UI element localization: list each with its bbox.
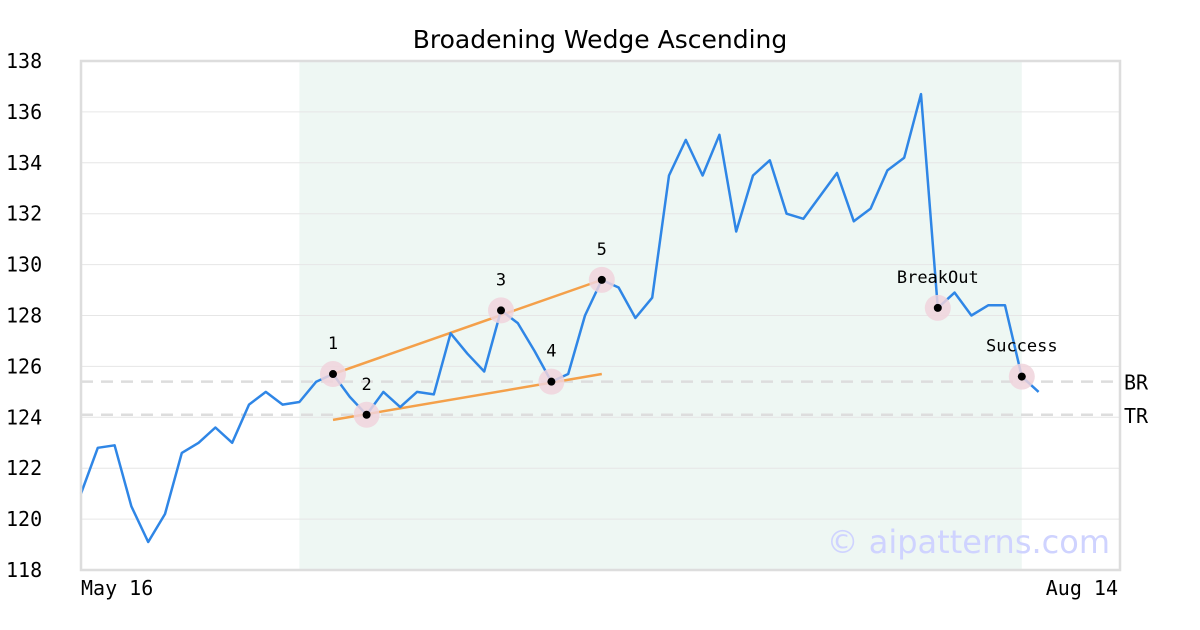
chart-title: Broadening Wedge Ascending: [413, 25, 788, 54]
y-tick-label: 138: [6, 49, 42, 73]
reference-label-br: BR: [1124, 371, 1149, 395]
reference-label-tr: TR: [1124, 404, 1149, 428]
y-tick-label: 126: [6, 354, 42, 378]
marker-dot-success: [1017, 372, 1026, 381]
marker-dot-3: [497, 306, 505, 315]
trendline-upper: [332, 278, 603, 376]
y-tick-label: 120: [6, 507, 42, 531]
marker-label-success: Success: [986, 337, 1058, 357]
watermark: © aipatterns.com: [827, 523, 1110, 561]
y-tick-label: 136: [6, 100, 42, 124]
y-tick-label: 132: [6, 202, 42, 226]
marker-label-1: 1: [328, 334, 338, 354]
marker-dot-4: [547, 377, 556, 386]
marker-dot-5: [597, 275, 606, 284]
x-tick-label-start: May 16: [81, 576, 153, 600]
y-tick-label: 130: [6, 253, 42, 277]
marker-dot-1: [329, 370, 337, 379]
y-tick-label: 118: [6, 558, 42, 582]
pattern-markers: 1 2 3 4 5 BreakOut Success: [320, 240, 1058, 428]
y-tick-label: 134: [6, 151, 42, 175]
marker-label-2: 2: [361, 375, 371, 395]
x-tick-label-end: Aug 14: [1046, 576, 1118, 600]
y-tick-label: 124: [6, 405, 42, 429]
y-tick-label: 122: [6, 456, 42, 480]
marker-label-3: 3: [496, 270, 506, 290]
y-axis-ticks: 118 120 122 124 126 128 130 132 134 136 138: [6, 49, 42, 582]
marker-dot-breakout: [933, 303, 942, 312]
marker-label-breakout: BreakOut: [897, 268, 979, 288]
marker-dot-2: [362, 410, 371, 419]
plot-frame: [79, 59, 1122, 572]
y-tick-label: 128: [6, 304, 42, 328]
marker-label-4: 4: [546, 342, 556, 362]
reference-lines: BR TR: [81, 371, 1149, 428]
marker-label-5: 5: [597, 240, 607, 260]
